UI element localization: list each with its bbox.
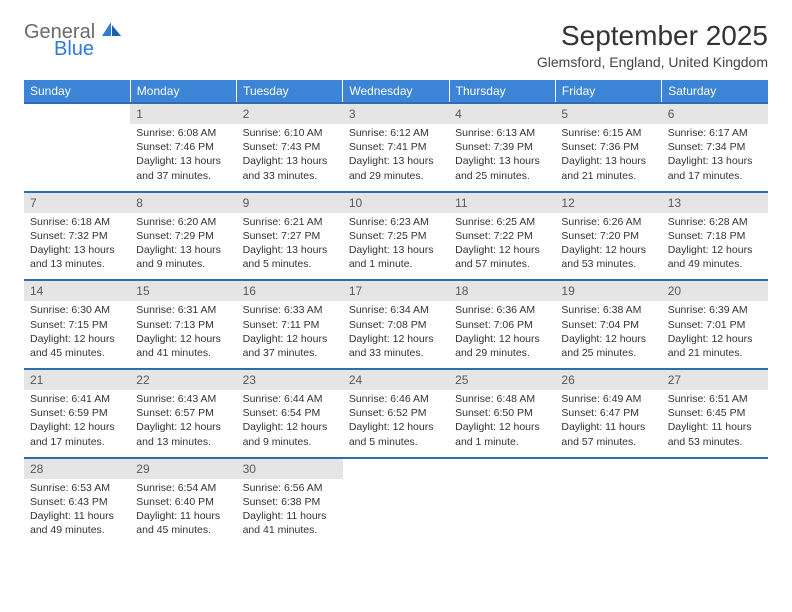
weekday-header: Saturday <box>662 80 768 103</box>
day-number-cell: 4 <box>449 103 555 124</box>
day-number-row: 21222324252627 <box>24 369 768 390</box>
day-number-cell: 7 <box>24 192 130 213</box>
day-number-cell: 16 <box>237 280 343 301</box>
weekday-header: Friday <box>555 80 661 103</box>
day-content-cell <box>343 479 449 546</box>
day-content-cell: Sunrise: 6:44 AMSunset: 6:54 PMDaylight:… <box>237 390 343 458</box>
day-number-cell: 1 <box>130 103 236 124</box>
day-number-cell: 9 <box>237 192 343 213</box>
day-number-row: 282930 <box>24 458 768 479</box>
day-number-cell: 6 <box>662 103 768 124</box>
day-number-cell: 14 <box>24 280 130 301</box>
logo: General Blue <box>24 20 123 59</box>
day-number-cell: 29 <box>130 458 236 479</box>
calendar-header-row: SundayMondayTuesdayWednesdayThursdayFrid… <box>24 80 768 103</box>
day-number-cell <box>449 458 555 479</box>
day-content-row: Sunrise: 6:53 AMSunset: 6:43 PMDaylight:… <box>24 479 768 546</box>
day-number-cell: 30 <box>237 458 343 479</box>
day-content-cell: Sunrise: 6:21 AMSunset: 7:27 PMDaylight:… <box>237 213 343 281</box>
day-content-cell: Sunrise: 6:41 AMSunset: 6:59 PMDaylight:… <box>24 390 130 458</box>
weekday-header: Sunday <box>24 80 130 103</box>
day-content-row: Sunrise: 6:18 AMSunset: 7:32 PMDaylight:… <box>24 213 768 281</box>
day-number-cell <box>24 103 130 124</box>
day-number-cell: 17 <box>343 280 449 301</box>
day-content-cell: Sunrise: 6:43 AMSunset: 6:57 PMDaylight:… <box>130 390 236 458</box>
day-content-row: Sunrise: 6:41 AMSunset: 6:59 PMDaylight:… <box>24 390 768 458</box>
day-content-cell: Sunrise: 6:36 AMSunset: 7:06 PMDaylight:… <box>449 301 555 369</box>
day-number-cell <box>555 458 661 479</box>
calendar-body: 123456Sunrise: 6:08 AMSunset: 7:46 PMDay… <box>24 103 768 545</box>
day-content-cell: Sunrise: 6:53 AMSunset: 6:43 PMDaylight:… <box>24 479 130 546</box>
day-content-cell: Sunrise: 6:13 AMSunset: 7:39 PMDaylight:… <box>449 124 555 192</box>
day-content-cell: Sunrise: 6:54 AMSunset: 6:40 PMDaylight:… <box>130 479 236 546</box>
day-content-cell: Sunrise: 6:33 AMSunset: 7:11 PMDaylight:… <box>237 301 343 369</box>
calendar-page: General Blue September 2025 Glemsford, E… <box>0 0 792 565</box>
day-content-cell: Sunrise: 6:17 AMSunset: 7:34 PMDaylight:… <box>662 124 768 192</box>
weekday-header: Monday <box>130 80 236 103</box>
logo-word2: Blue <box>54 39 123 59</box>
day-number-cell: 20 <box>662 280 768 301</box>
day-content-cell <box>662 479 768 546</box>
day-content-cell: Sunrise: 6:34 AMSunset: 7:08 PMDaylight:… <box>343 301 449 369</box>
day-number-cell: 10 <box>343 192 449 213</box>
header: General Blue September 2025 Glemsford, E… <box>24 20 768 70</box>
day-number-cell <box>343 458 449 479</box>
day-number-cell: 8 <box>130 192 236 213</box>
day-number-cell: 22 <box>130 369 236 390</box>
day-content-cell: Sunrise: 6:31 AMSunset: 7:13 PMDaylight:… <box>130 301 236 369</box>
day-number-cell: 28 <box>24 458 130 479</box>
day-content-cell <box>555 479 661 546</box>
day-content-cell: Sunrise: 6:23 AMSunset: 7:25 PMDaylight:… <box>343 213 449 281</box>
day-content-cell: Sunrise: 6:56 AMSunset: 6:38 PMDaylight:… <box>237 479 343 546</box>
day-content-row: Sunrise: 6:08 AMSunset: 7:46 PMDaylight:… <box>24 124 768 192</box>
day-content-cell: Sunrise: 6:46 AMSunset: 6:52 PMDaylight:… <box>343 390 449 458</box>
day-number-cell: 21 <box>24 369 130 390</box>
day-content-cell: Sunrise: 6:18 AMSunset: 7:32 PMDaylight:… <box>24 213 130 281</box>
day-number-cell: 19 <box>555 280 661 301</box>
day-number-cell: 12 <box>555 192 661 213</box>
day-number-row: 123456 <box>24 103 768 124</box>
day-content-cell: Sunrise: 6:08 AMSunset: 7:46 PMDaylight:… <box>130 124 236 192</box>
day-content-cell: Sunrise: 6:10 AMSunset: 7:43 PMDaylight:… <box>237 124 343 192</box>
day-content-cell <box>449 479 555 546</box>
month-title: September 2025 <box>537 20 768 52</box>
location: Glemsford, England, United Kingdom <box>537 54 768 70</box>
day-content-cell: Sunrise: 6:30 AMSunset: 7:15 PMDaylight:… <box>24 301 130 369</box>
day-content-cell: Sunrise: 6:38 AMSunset: 7:04 PMDaylight:… <box>555 301 661 369</box>
weekday-header: Wednesday <box>343 80 449 103</box>
logo-sail-icon <box>101 20 123 38</box>
day-number-row: 14151617181920 <box>24 280 768 301</box>
day-number-cell: 5 <box>555 103 661 124</box>
logo-text: General Blue <box>24 20 123 59</box>
calendar-table: SundayMondayTuesdayWednesdayThursdayFrid… <box>24 80 768 545</box>
day-content-cell: Sunrise: 6:49 AMSunset: 6:47 PMDaylight:… <box>555 390 661 458</box>
day-number-cell: 18 <box>449 280 555 301</box>
weekday-header: Thursday <box>449 80 555 103</box>
day-content-cell: Sunrise: 6:15 AMSunset: 7:36 PMDaylight:… <box>555 124 661 192</box>
day-content-cell: Sunrise: 6:20 AMSunset: 7:29 PMDaylight:… <box>130 213 236 281</box>
day-number-cell: 15 <box>130 280 236 301</box>
day-number-cell: 24 <box>343 369 449 390</box>
day-content-cell: Sunrise: 6:28 AMSunset: 7:18 PMDaylight:… <box>662 213 768 281</box>
day-number-cell <box>662 458 768 479</box>
day-number-cell: 23 <box>237 369 343 390</box>
day-content-row: Sunrise: 6:30 AMSunset: 7:15 PMDaylight:… <box>24 301 768 369</box>
day-content-cell: Sunrise: 6:26 AMSunset: 7:20 PMDaylight:… <box>555 213 661 281</box>
day-number-cell: 3 <box>343 103 449 124</box>
day-number-cell: 2 <box>237 103 343 124</box>
day-content-cell: Sunrise: 6:51 AMSunset: 6:45 PMDaylight:… <box>662 390 768 458</box>
day-content-cell: Sunrise: 6:48 AMSunset: 6:50 PMDaylight:… <box>449 390 555 458</box>
title-block: September 2025 Glemsford, England, Unite… <box>537 20 768 70</box>
day-number-cell: 27 <box>662 369 768 390</box>
day-number-cell: 25 <box>449 369 555 390</box>
day-content-cell <box>24 124 130 192</box>
day-number-row: 78910111213 <box>24 192 768 213</box>
day-number-cell: 11 <box>449 192 555 213</box>
day-content-cell: Sunrise: 6:25 AMSunset: 7:22 PMDaylight:… <box>449 213 555 281</box>
day-number-cell: 26 <box>555 369 661 390</box>
weekday-header: Tuesday <box>237 80 343 103</box>
day-content-cell: Sunrise: 6:12 AMSunset: 7:41 PMDaylight:… <box>343 124 449 192</box>
day-content-cell: Sunrise: 6:39 AMSunset: 7:01 PMDaylight:… <box>662 301 768 369</box>
day-number-cell: 13 <box>662 192 768 213</box>
